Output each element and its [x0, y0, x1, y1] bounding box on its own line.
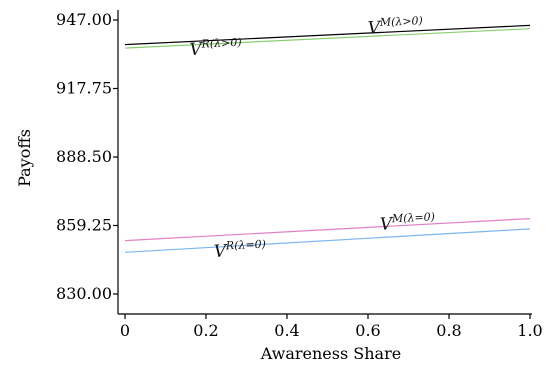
series-label-sup: R(λ>0)	[200, 36, 242, 51]
series-label-sup: M(λ>0)	[378, 14, 423, 29]
series-label-3: VR(λ=0)	[213, 238, 266, 262]
series-label-base: V	[379, 214, 394, 235]
series-line-2	[124, 217, 531, 242]
series-line-1	[124, 28, 531, 49]
series-line-3	[124, 228, 531, 253]
series-line-0	[124, 24, 531, 46]
series-label-1: VR(λ>0)	[189, 36, 242, 60]
series-labels: VM(λ>0)VR(λ>0)VM(λ=0)VR(λ=0)	[189, 14, 435, 262]
y-tick-label: 830.00	[56, 284, 112, 303]
x-axis-title: Awareness Share	[260, 344, 401, 363]
x-tick-label: 0.4	[274, 321, 299, 340]
series-label-base: V	[189, 40, 204, 61]
y-tick-label: 888.50	[56, 147, 112, 166]
series-label-2: VM(λ=0)	[379, 210, 435, 234]
series-label-base: V	[367, 18, 382, 39]
y-ticks: 830.00 859.25 888.50 917.75 947.00	[56, 10, 118, 303]
y-tick-label: 917.75	[56, 79, 112, 98]
x-ticks: 0 0.2 0.4 0.6 0.8 1.0	[120, 314, 543, 340]
x-tick-label: 0.8	[436, 321, 461, 340]
x-tick-label: 1.0	[517, 321, 542, 340]
series-label-base: V	[213, 241, 228, 262]
series-label-sup: R(λ=0)	[225, 238, 267, 253]
x-tick-label: 0	[120, 321, 130, 340]
y-tick-label: 859.25	[56, 216, 112, 235]
x-tick-label: 0.6	[355, 321, 380, 340]
x-tick-label: 0.2	[193, 321, 218, 340]
series-label-0: VM(λ>0)	[367, 14, 423, 38]
series-label-sup: M(λ=0)	[391, 210, 436, 225]
y-axis-title: Payoffs	[15, 129, 34, 187]
plot-lines	[124, 24, 531, 253]
y-tick-label: 947.00	[56, 10, 112, 29]
